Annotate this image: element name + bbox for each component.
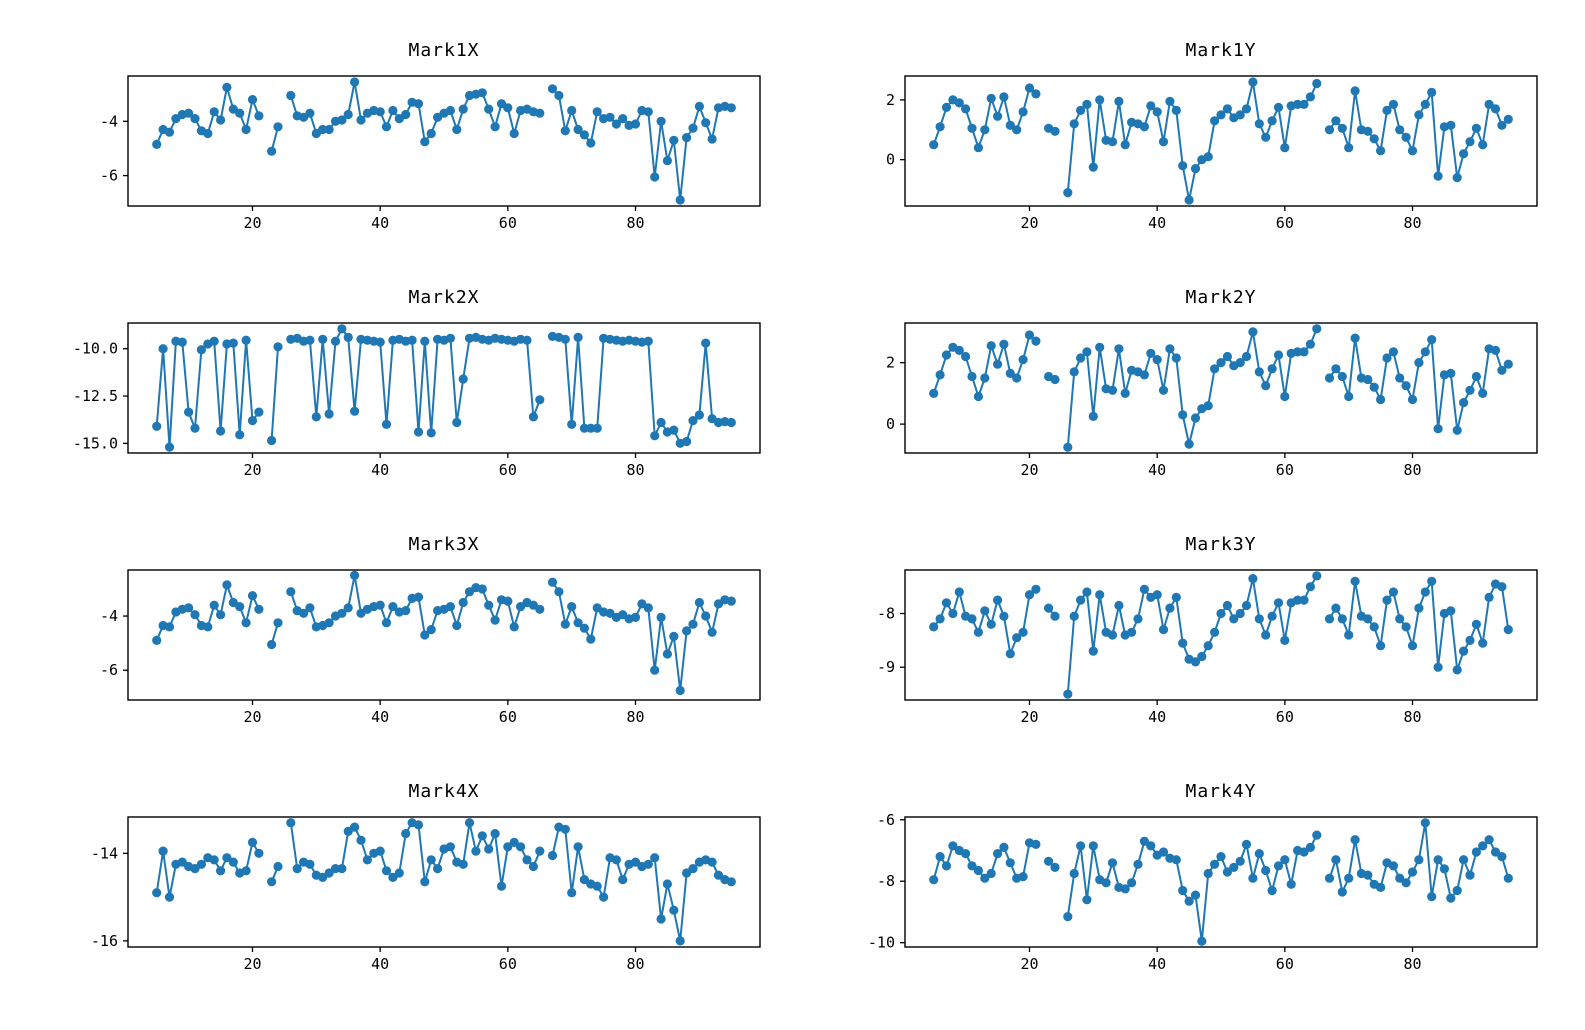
svg-text:80: 80 — [1403, 708, 1421, 726]
svg-text:80: 80 — [1403, 461, 1421, 479]
svg-text:-15.0: -15.0 — [73, 434, 118, 452]
subplot-mark2x: Mark2X 20 40 60 80 -10.0 -12.5 -15.0 — [58, 287, 770, 483]
svg-text:40: 40 — [1148, 955, 1166, 973]
svg-text:20: 20 — [1020, 461, 1038, 479]
svg-text:60: 60 — [499, 955, 517, 973]
svg-text:40: 40 — [371, 214, 389, 232]
subplot-title-mark1x: Mark1X — [408, 40, 480, 61]
mark4y-plot: 20 40 60 80 -6 -8 -10 — [868, 811, 1538, 973]
subplot-title-mark4x: Mark4X — [408, 781, 480, 802]
svg-text:-14: -14 — [91, 844, 118, 862]
subplot-mark4x: Mark4X 20 40 60 80 -14 -16 — [58, 781, 770, 977]
svg-text:20: 20 — [243, 708, 261, 726]
svg-text:40: 40 — [371, 955, 389, 973]
svg-text:-10.0: -10.0 — [73, 340, 118, 358]
svg-text:-6: -6 — [877, 811, 895, 829]
subplot-mark2y: Mark2Y 20 40 60 80 2 0 — [835, 287, 1547, 483]
svg-text:20: 20 — [1020, 708, 1038, 726]
svg-text:-8: -8 — [877, 605, 895, 623]
svg-text:40: 40 — [371, 461, 389, 479]
svg-text:20: 20 — [1020, 955, 1038, 973]
svg-text:60: 60 — [1276, 214, 1294, 232]
mark4x-plot: 20 40 60 80 -14 -16 — [91, 816, 761, 973]
svg-text:2: 2 — [886, 91, 895, 109]
svg-text:20: 20 — [243, 955, 261, 973]
svg-text:60: 60 — [499, 461, 517, 479]
svg-text:-4: -4 — [100, 607, 118, 625]
subplot-mark4y: Mark4Y 20 40 60 80 -6 -8 -10 — [835, 781, 1547, 977]
svg-text:80: 80 — [626, 214, 644, 232]
svg-text:-12.5: -12.5 — [73, 387, 118, 405]
subplot-title-mark2x: Mark2X — [408, 287, 480, 308]
svg-text:60: 60 — [1276, 955, 1294, 973]
subplot-title-mark2y: Mark2Y — [1185, 287, 1257, 308]
svg-text:80: 80 — [1403, 214, 1421, 232]
svg-text:80: 80 — [626, 461, 644, 479]
svg-text:-4: -4 — [100, 112, 118, 130]
svg-text:-9: -9 — [877, 658, 895, 676]
svg-text:40: 40 — [1148, 461, 1166, 479]
subplot-mark3y: Mark3Y 20 40 60 80 -8 -9 — [835, 534, 1547, 730]
svg-text:40: 40 — [371, 708, 389, 726]
svg-text:20: 20 — [243, 461, 261, 479]
subplot-title-mark4y: Mark4Y — [1185, 781, 1257, 802]
subplot-mark1y: Mark1Y 20 40 60 80 2 0 — [835, 40, 1547, 236]
mark3x-plot: 20 40 60 80 -4 -6 — [100, 569, 761, 726]
svg-text:2: 2 — [886, 354, 895, 372]
subplot-title-mark1y: Mark1Y — [1185, 40, 1257, 61]
svg-text:-6: -6 — [100, 167, 118, 185]
svg-text:0: 0 — [886, 151, 895, 169]
svg-text:0: 0 — [886, 415, 895, 433]
svg-text:20: 20 — [1020, 214, 1038, 232]
subplot-mark3x: Mark3X 20 40 60 80 -4 -6 — [58, 534, 770, 730]
subplot-mark1x: Mark1X 20 40 60 80 -4 -6 — [58, 40, 770, 236]
mark1x-plot: 20 40 60 80 -4 -6 — [100, 75, 761, 232]
subplot-title-mark3y: Mark3Y — [1185, 534, 1257, 555]
mark2x-plot: 20 40 60 80 -10.0 -12.5 -15.0 — [73, 322, 761, 479]
mark3y-plot: 20 40 60 80 -8 -9 — [877, 569, 1538, 726]
svg-text:20: 20 — [243, 214, 261, 232]
svg-text:60: 60 — [1276, 708, 1294, 726]
svg-text:-8: -8 — [877, 872, 895, 890]
svg-text:80: 80 — [626, 955, 644, 973]
subplot-title-mark3x: Mark3X — [408, 534, 480, 555]
svg-text:80: 80 — [626, 708, 644, 726]
svg-text:60: 60 — [1276, 461, 1294, 479]
svg-text:-6: -6 — [100, 661, 118, 679]
svg-text:60: 60 — [499, 708, 517, 726]
svg-text:-10: -10 — [868, 934, 895, 952]
svg-text:40: 40 — [1148, 214, 1166, 232]
svg-text:40: 40 — [1148, 708, 1166, 726]
svg-text:60: 60 — [499, 214, 517, 232]
svg-text:80: 80 — [1403, 955, 1421, 973]
svg-text:-16: -16 — [91, 932, 118, 950]
